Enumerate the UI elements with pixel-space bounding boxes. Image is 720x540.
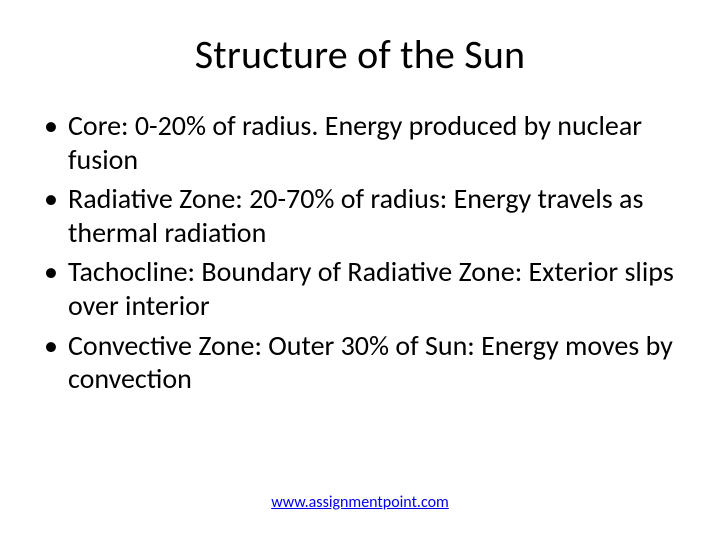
slide-body: Core: 0-20% of radius. Energy produced b… <box>40 109 680 396</box>
list-item: Tachocline: Boundary of Radiative Zone: … <box>40 255 680 322</box>
list-item: Core: 0-20% of radius. Energy produced b… <box>40 109 680 176</box>
list-item: Convective Zone: Outer 30% of Sun: Energ… <box>40 329 680 396</box>
list-item: Radiative Zone: 20-70% of radius: Energy… <box>40 182 680 249</box>
bullet-list: Core: 0-20% of radius. Energy produced b… <box>40 109 680 396</box>
footer-link[interactable]: www.assignmentpoint.com <box>271 493 449 512</box>
slide: Structure of the Sun Core: 0-20% of radi… <box>0 0 720 540</box>
footer: www.assignmentpoint.com <box>0 493 720 512</box>
slide-title: Structure of the Sun <box>40 30 680 79</box>
